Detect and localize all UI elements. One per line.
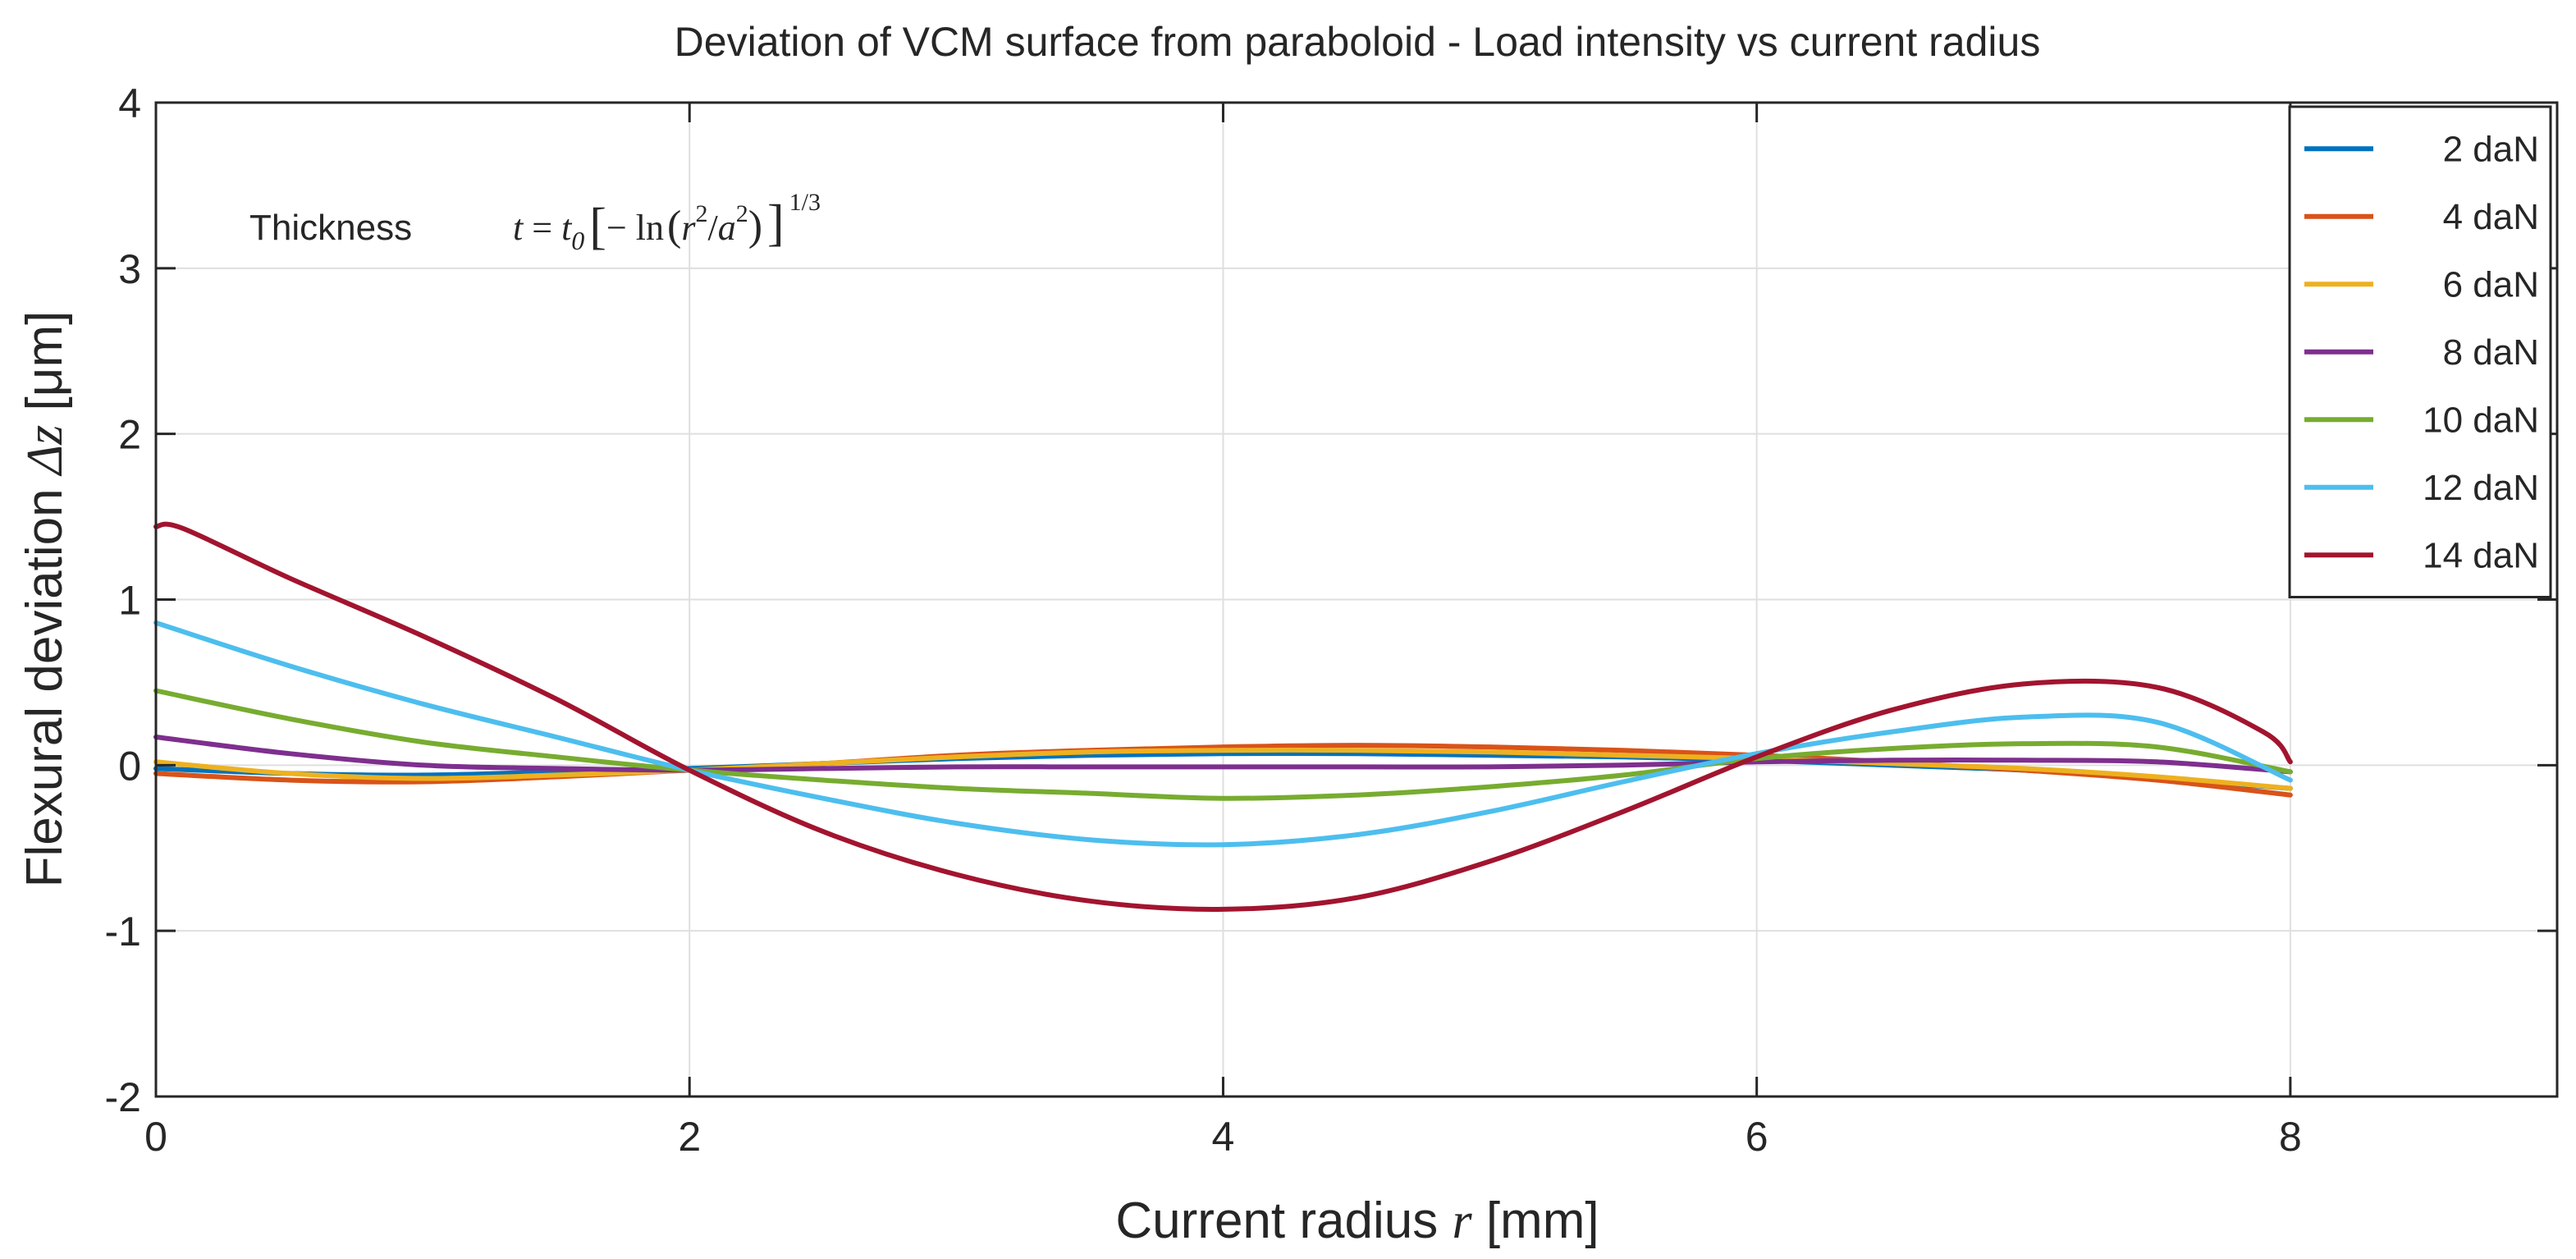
x-axis-label: Current radius r [mm]: [1115, 1193, 1599, 1249]
formula-sup2a: 2: [695, 200, 707, 227]
y-axis-label-var: Δz: [17, 425, 73, 478]
legend-label-2-daN: 2 daN: [2443, 129, 2539, 169]
x-axis-label-text: Current radius: [1115, 1193, 1452, 1249]
axis-ticks: 0 2 4 6 8 -2 -1 0 1 2 3 4: [105, 80, 2557, 1160]
thickness-annotation: Thickness t = t0[− ln(r2/a2)] 1/3: [249, 189, 821, 255]
y-axis-label-unit: [μm]: [16, 311, 73, 425]
formula-minus-ln: − ln: [606, 208, 664, 248]
formula-r: r: [681, 208, 696, 248]
formula-t0: t: [561, 208, 573, 248]
series-line-8-daN: [153, 735, 2293, 775]
formula-bracket-open: [: [589, 199, 606, 254]
series-line-12-daN: [153, 620, 2293, 848]
series-line-10-daN: [153, 688, 2293, 801]
legend-label-4-daN: 4 daN: [2443, 197, 2539, 237]
y-tick-label-2: 2: [118, 412, 141, 458]
formula-exponent: 1/3: [789, 189, 821, 216]
formula-eq: =: [523, 208, 561, 248]
x-tick-label-0: 0: [144, 1114, 167, 1160]
legend-label-10-daN: 10 daN: [2423, 400, 2539, 440]
formula-sub0: 0: [571, 226, 584, 255]
formula-paren-close: ): [748, 203, 762, 250]
y-tick-label-0: 0: [118, 743, 141, 789]
series-line-6-daN: [153, 747, 2293, 791]
legend-label-14-daN: 14 daN: [2423, 535, 2539, 575]
y-tick-label--1: -1: [105, 909, 141, 955]
series-group: [153, 521, 2293, 912]
annotation-formula: t = t0[− ln(r2/a2)] 1/3: [513, 189, 821, 255]
legend-label-6-daN: 6 daN: [2443, 264, 2539, 304]
formula-paren-open: (: [667, 203, 681, 250]
formula-a: a: [718, 208, 736, 248]
y-tick-label-4: 4: [118, 80, 141, 126]
x-tick-label-8: 8: [2279, 1114, 2302, 1160]
annotation-label: Thickness: [249, 208, 412, 248]
formula-slash: /: [707, 208, 718, 248]
legend: 2 daN 4 daN 6 daN 8 daN 10 daN 12 daN 14 daN: [2288, 105, 2552, 598]
y-axis-label-text: Flexural deviation: [16, 474, 73, 887]
y-tick-label--2: -2: [105, 1074, 141, 1120]
x-tick-label-4: 4: [1212, 1114, 1235, 1160]
x-axis-label-var: r: [1452, 1193, 1472, 1249]
x-tick-label-2: 2: [678, 1114, 701, 1160]
formula-t: t: [513, 208, 524, 248]
legend-label-8-daN: 8 daN: [2443, 332, 2539, 373]
formula-bracket-close: ]: [767, 195, 785, 251]
formula-sup2b: 2: [736, 200, 748, 227]
legend-label-12-daN: 12 daN: [2423, 468, 2539, 508]
y-tick-label-1: 1: [118, 578, 141, 624]
grid: [156, 103, 2557, 1096]
x-tick-label-6: 6: [1746, 1114, 1768, 1160]
x-axis-label-unit: [mm]: [1472, 1193, 1599, 1249]
y-axis-label: Flexural deviation Δz [μm]: [16, 311, 73, 888]
y-tick-label-3: 3: [118, 246, 141, 292]
series-line-14-daN: [153, 521, 2293, 912]
chart-title: Deviation of VCM surface from paraboloid…: [675, 19, 2041, 65]
